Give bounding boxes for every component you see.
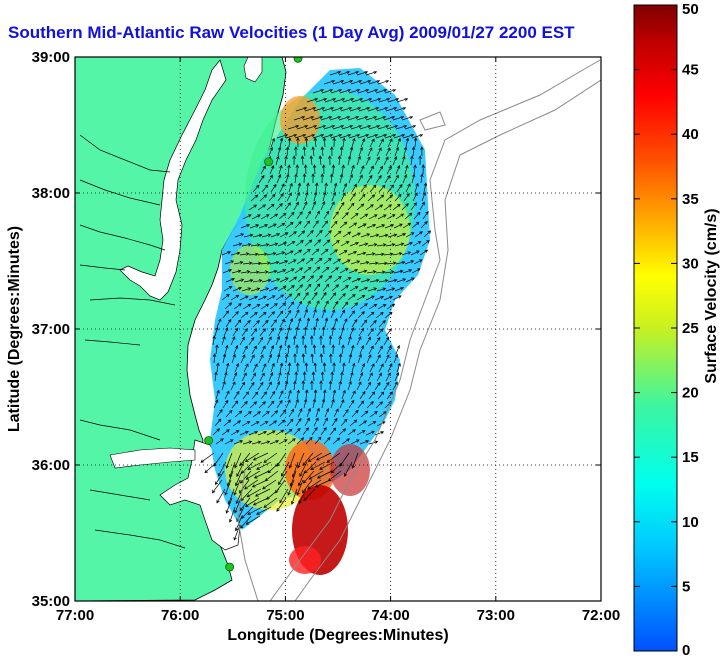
hf-radar-stations [204,57,303,572]
albemarle-sound [109,447,196,469]
chesapeake-bay [119,59,227,301]
colorbar-tick-label: 45 [682,62,699,79]
velocity-field [200,68,432,575]
colorbar-ticks: 0 5 10 15 20 25 30 35 40 45 50 [634,1,699,659]
delaware-bay [243,57,263,83]
colorbar-tick-label: 35 [682,191,699,208]
x-tick-label: 72:00 [582,607,620,624]
y-axis-label: Latitude (Degrees:Minutes) [6,226,23,432]
radar-station-marker [264,157,273,167]
y-axis-ticks: 39:00 38:00 37:00 36:00 35:00 [32,49,601,610]
colorbar-tick-label: 30 [682,255,699,272]
y-tick-label: 36:00 [32,457,70,474]
colorbar-tick-label: 50 [682,1,699,18]
colorbar-tick-label: 5 [682,578,690,595]
colorbar-tick-label: 40 [682,126,699,143]
velocity-arrows [200,70,432,541]
x-axis-ticks: 77:00 76:00 75:00 74:00 73:00 72:00 [56,57,620,624]
radar-station-marker [204,436,214,445]
rivers [79,134,186,549]
x-tick-label: 73:00 [477,607,515,624]
colorbar-tick-label: 10 [682,514,699,531]
x-tick-label: 76:00 [161,607,199,624]
y-tick-label: 38:00 [32,185,70,202]
isobaths [237,59,601,601]
x-tick-label: 74:00 [371,607,409,624]
colorbar-tick-label: 25 [682,320,699,337]
colorbar [633,4,678,652]
radar-station-marker [225,562,235,572]
x-tick-label: 75:00 [266,607,304,624]
grid-lines [75,57,601,601]
radar-station-marker [293,57,303,63]
colorbar-label: Surface Velocity (cm/s) [703,208,720,383]
x-tick-label: 77:00 [56,607,94,624]
y-tick-label: 35:00 [32,593,70,610]
y-tick-label: 37:00 [32,321,70,338]
colorbar-tick-label: 0 [682,642,690,659]
x-axis-label: Longitude (Degrees:Minutes) [227,627,448,644]
colorbar-tick-label: 15 [682,449,699,466]
colorbar-tick-label: 20 [682,385,699,402]
chart-title: Southern Mid-Atlantic Raw Velocities (1 … [8,23,575,42]
y-tick-label: 39:00 [32,49,70,66]
